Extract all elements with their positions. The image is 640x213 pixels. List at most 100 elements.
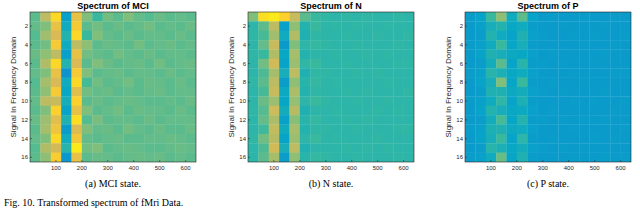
- cell: [123, 78, 134, 88]
- cell: [404, 153, 414, 162]
- cell: [123, 12, 134, 22]
- cell: [558, 59, 569, 69]
- cell: [362, 50, 373, 60]
- cell: [123, 40, 134, 50]
- cell: [51, 50, 62, 60]
- cell: [590, 115, 601, 125]
- cell: [175, 106, 186, 116]
- y-label: Signal In Frequency Domain: [9, 37, 18, 138]
- cell: [30, 78, 41, 88]
- cell: [144, 106, 155, 116]
- cell: [486, 31, 497, 41]
- cell: [383, 153, 394, 162]
- cell: [269, 78, 280, 88]
- cell: [175, 96, 186, 106]
- cell: [175, 68, 186, 78]
- cell: [383, 21, 394, 31]
- cell: [155, 87, 166, 97]
- cell: [465, 153, 476, 162]
- cell: [527, 31, 538, 41]
- cell: [538, 106, 549, 116]
- cell: [475, 106, 486, 116]
- cell: [548, 21, 559, 31]
- cell: [569, 31, 580, 41]
- cell: [527, 153, 538, 162]
- cell: [155, 106, 166, 116]
- cell: [527, 21, 538, 31]
- cell: [134, 59, 145, 69]
- cell: [134, 96, 145, 106]
- cell: [610, 40, 621, 50]
- cell: [373, 12, 384, 22]
- cell: [393, 40, 404, 50]
- cell: [279, 96, 290, 106]
- cell: [610, 115, 621, 125]
- cell: [465, 68, 476, 78]
- cell: [569, 12, 580, 22]
- cell: [134, 40, 145, 50]
- cell: [621, 40, 631, 50]
- cell: [465, 50, 476, 60]
- cell: [40, 40, 51, 50]
- cell: [331, 50, 342, 60]
- cell: [321, 40, 332, 50]
- cell: [558, 115, 569, 125]
- cell: [321, 12, 332, 22]
- cell: [352, 21, 363, 31]
- cell: [72, 96, 83, 106]
- cell: [331, 40, 342, 50]
- x-tick: [620, 160, 621, 162]
- cell: [300, 31, 311, 41]
- cell: [548, 125, 559, 135]
- x-tick-label: 600: [181, 165, 192, 171]
- x-tick: [377, 160, 378, 162]
- cell: [579, 12, 590, 22]
- cell: [290, 125, 301, 135]
- cell: [279, 115, 290, 125]
- cell: [496, 68, 507, 78]
- cell: [40, 68, 51, 78]
- cell: [82, 50, 93, 60]
- cell: [51, 59, 62, 69]
- cell: [175, 115, 186, 125]
- frame: [465, 12, 631, 162]
- cell: [155, 31, 166, 41]
- cell: [300, 50, 311, 60]
- cell: [507, 143, 518, 153]
- cell: [258, 115, 269, 125]
- cell: [600, 40, 611, 50]
- cell: [383, 50, 394, 60]
- cell: [310, 134, 321, 144]
- cell: [331, 87, 342, 97]
- cell: [507, 125, 518, 135]
- cell: [92, 143, 103, 153]
- cell: [341, 12, 352, 22]
- cell: [279, 87, 290, 97]
- cell: [352, 12, 363, 22]
- y-tick: [465, 26, 467, 27]
- cell: [579, 59, 590, 69]
- cell: [186, 68, 196, 78]
- cell: [290, 68, 301, 78]
- cell: [600, 153, 611, 162]
- cell: [175, 59, 186, 69]
- cell: [373, 115, 384, 125]
- cell: [465, 40, 476, 50]
- caption: (c) P state.: [527, 178, 569, 190]
- cell: [610, 59, 621, 69]
- cell: [310, 59, 321, 69]
- panel: 100200300400500600246810121416Spectrum o…: [9, 1, 196, 190]
- cell: [123, 87, 134, 97]
- cell: [279, 134, 290, 144]
- cell: [134, 21, 145, 31]
- cell: [621, 153, 631, 162]
- cell: [465, 96, 476, 106]
- cell: [186, 59, 196, 69]
- cell: [103, 40, 114, 50]
- cell: [373, 153, 384, 162]
- cell: [72, 125, 83, 135]
- cell: [258, 21, 269, 31]
- cell: [113, 134, 124, 144]
- cell: [475, 31, 486, 41]
- cell: [621, 134, 631, 144]
